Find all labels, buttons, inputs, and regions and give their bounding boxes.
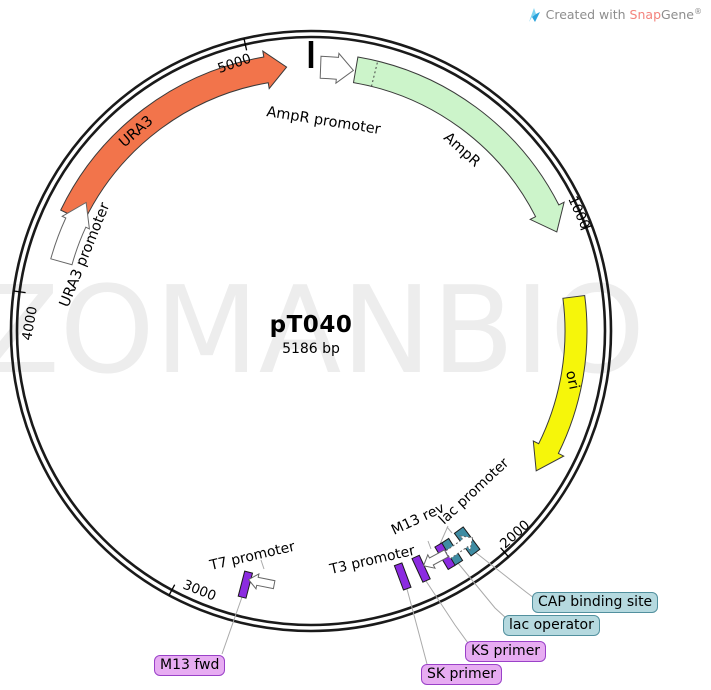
callout-ks-primer[interactable]: KS primer: [465, 641, 547, 662]
callout-sk-primer[interactable]: SK primer: [421, 664, 503, 685]
plasmid-size: 5186 bp: [282, 341, 340, 357]
feature-ura3-promoter[interactable]: [50, 201, 91, 266]
callout-m13-fwd[interactable]: M13 fwd: [154, 655, 226, 676]
snapgene-credit: Created with SnapGene®: [527, 7, 702, 23]
tick-label-1000: 1000: [564, 194, 593, 232]
leader-line-3: [457, 562, 507, 619]
callout-lac-operator[interactable]: lac operator: [503, 615, 600, 636]
feature-t3-promoter[interactable]: [422, 549, 449, 569]
plasmid-title-block: pT040 5186 bp: [211, 312, 411, 357]
leader-line-0: [221, 596, 243, 655]
label-lac-promoter[interactable]: lac promoter: [436, 455, 513, 528]
feature-sk-primer[interactable]: [393, 562, 412, 591]
brand-gene: Gene: [661, 7, 694, 23]
tick-label-3000: 3000: [181, 577, 219, 605]
leader-line-1: [406, 588, 428, 665]
feature-ks-primer[interactable]: [411, 554, 431, 583]
watermark-text: ZOMANBIO: [0, 262, 645, 401]
leader-line-4: [474, 551, 535, 599]
leader-line-8: [260, 559, 265, 570]
feature-ampr-promoter[interactable]: [319, 52, 355, 85]
feature-lac-promoter[interactable]: [444, 535, 474, 560]
backbone-inner-ring: [15, 35, 607, 627]
leader-line-6: [446, 526, 453, 534]
label-ampr-promoter[interactable]: AmpR promoter: [265, 104, 381, 138]
leader-line-7: [427, 540, 432, 550]
credit-text: Created with SnapGene®: [545, 7, 702, 23]
tick-label-4000: 4000: [19, 305, 41, 342]
tick-label-2000: 2000: [497, 517, 533, 552]
leader-line-5: [439, 525, 449, 545]
feature-t7-promoter[interactable]: [247, 572, 276, 590]
callout-cap-binding-site[interactable]: CAP binding site: [532, 592, 659, 613]
tick-4000: [13, 290, 26, 294]
leader-line-2: [425, 580, 469, 644]
plasmid-name: pT040: [269, 312, 353, 338]
label-t7-promoter[interactable]: T7 promoter: [207, 539, 296, 574]
feature-ori[interactable]: [532, 294, 588, 472]
feature-m13-fwd[interactable]: [237, 570, 254, 599]
backbone-outer-ring: [9, 29, 613, 633]
tick-3000: [168, 584, 176, 596]
tick-5000: [243, 38, 248, 51]
feature-ampr[interactable]: [352, 56, 565, 233]
label-ori[interactable]: ori: [562, 369, 582, 391]
snapgene-logo-icon: [528, 8, 540, 22]
registered-mark: ®: [694, 7, 702, 17]
brand-snap: Snap: [629, 7, 661, 23]
tick-2000: [500, 547, 509, 558]
tick-1000: [580, 224, 593, 231]
feature-ura3[interactable]: [60, 50, 288, 223]
